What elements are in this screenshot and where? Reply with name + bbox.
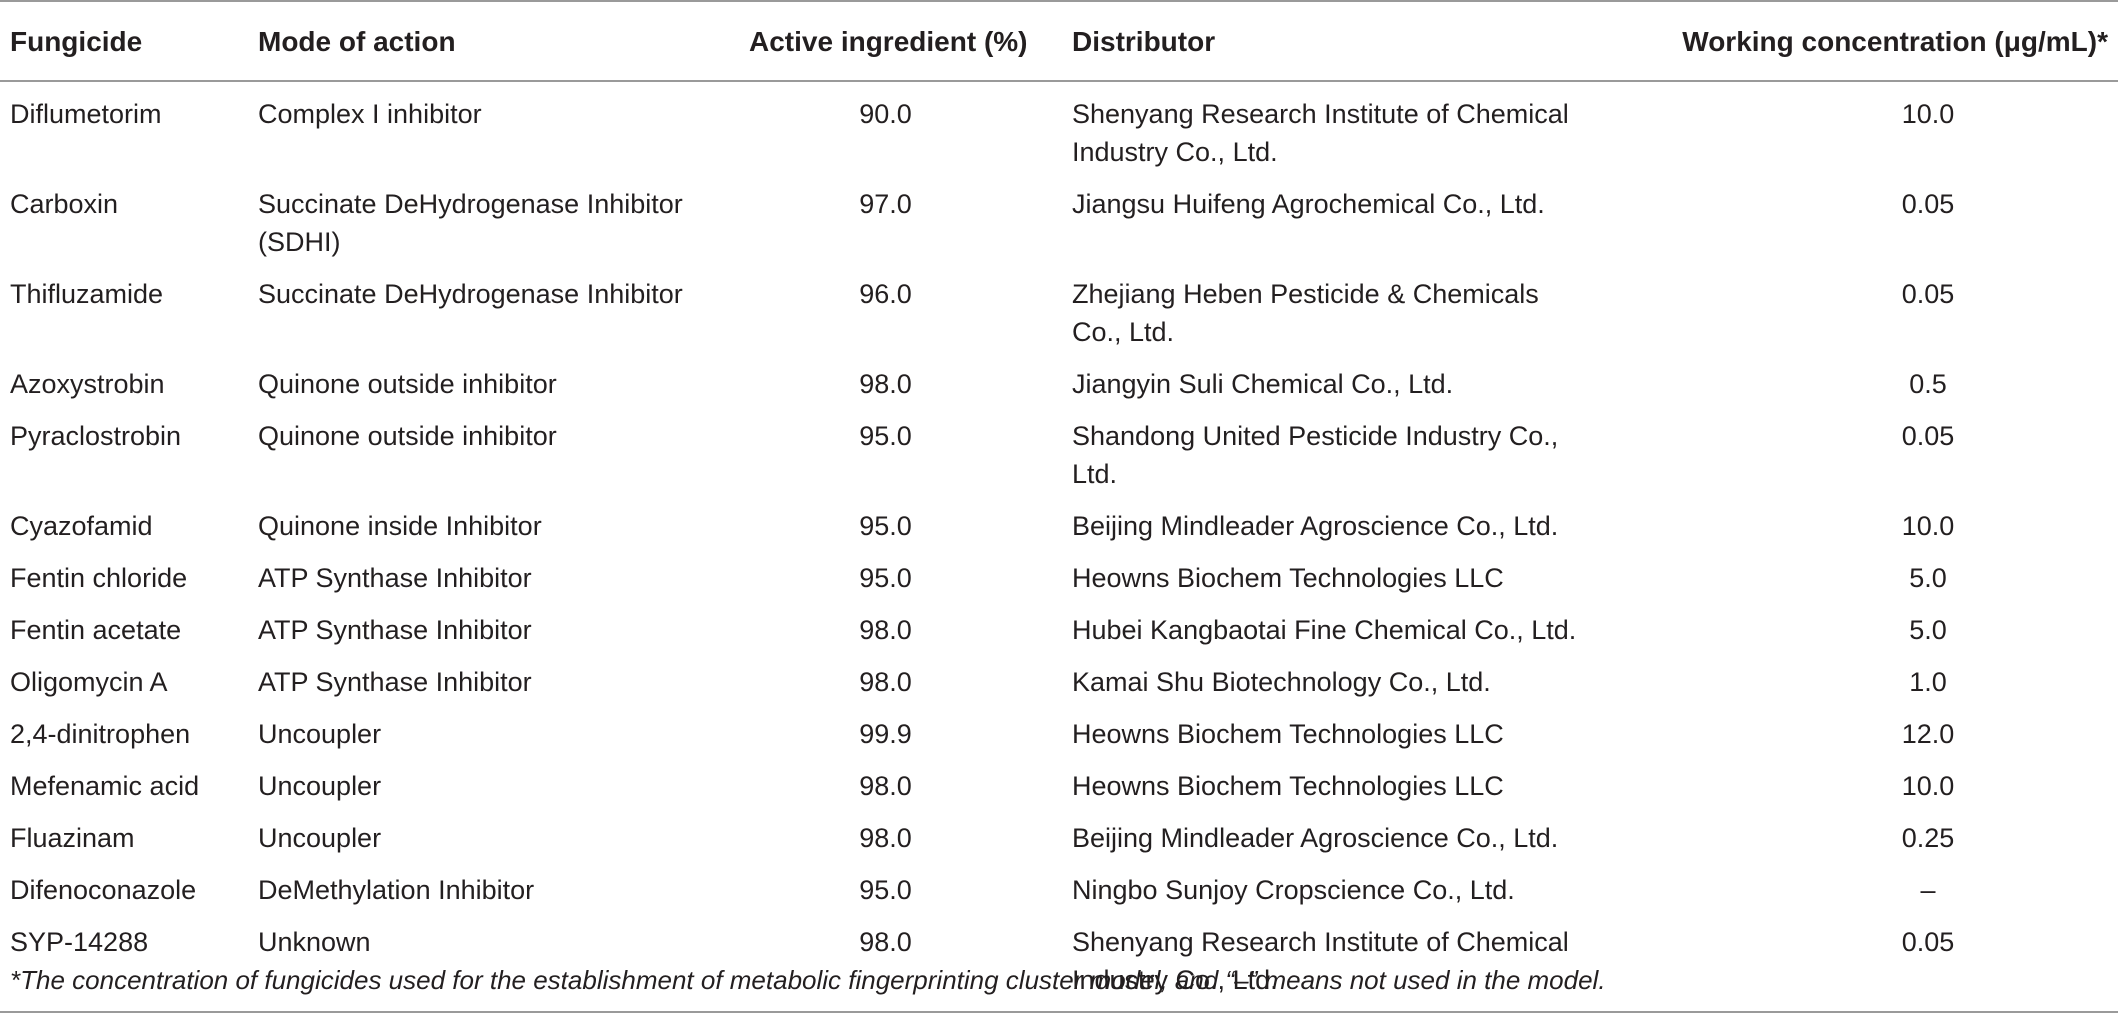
cell-fungicide: Fluazinam — [10, 823, 135, 853]
cell-mode-of-action: Succinate DeHydrogenase Inhibitor — [258, 279, 683, 309]
cell-mode-of-action: Quinone outside inhibitor — [258, 421, 557, 451]
table-row: Cyazofamid Quinone inside Inhibitor 95.0… — [0, 500, 2118, 552]
cell-working-concentration: 0.05 — [1901, 189, 1955, 219]
table-footnote: *The concentration of fungicides used fo… — [10, 965, 1606, 995]
cell-fungicide: Fentin acetate — [10, 615, 182, 645]
cell-working-concentration: – — [1920, 875, 1936, 905]
cell-mode-of-action: ATP Synthase Inhibitor — [258, 563, 532, 593]
cell-mode-of-action: Uncoupler — [258, 823, 382, 853]
cell-fungicide: Pyraclostrobin — [10, 421, 182, 451]
table-row: Carboxin Succinate DeHydrogenase Inhibit… — [0, 178, 2118, 268]
cell-distributor: Shenyang Research Institute of Chemical … — [1072, 99, 1569, 167]
cell-fungicide: Azoxystrobin — [10, 369, 165, 399]
header-mode-of-action: Mode of action — [248, 0, 739, 82]
cell-mode-of-action: Uncoupler — [258, 771, 382, 801]
header-active-ingredient: Active ingredient (%) — [739, 0, 1072, 82]
cell-active-ingredient: 98.0 — [859, 615, 912, 645]
table-row: Difenoconazole DeMethylation Inhibitor 9… — [0, 864, 2118, 916]
cell-active-ingredient: 95.0 — [859, 875, 912, 905]
table-row: Fentin acetate ATP Synthase Inhibitor 98… — [0, 604, 2118, 656]
header-working-concentration: Working concentration (μg/mL)* — [1638, 0, 2118, 82]
cell-fungicide: Difenoconazole — [10, 875, 197, 905]
cell-mode-of-action: ATP Synthase Inhibitor — [258, 667, 532, 697]
table-row: Diflumetorim Complex I inhibitor 90.0 Sh… — [0, 81, 2118, 178]
cell-distributor: Heowns Biochem Technologies LLC — [1072, 719, 1504, 749]
cell-distributor: Kamai Shu Biotechnology Co., Ltd. — [1072, 667, 1491, 697]
cell-working-concentration: 5.0 — [1909, 615, 1947, 645]
cell-active-ingredient: 95.0 — [859, 563, 912, 593]
cell-active-ingredient: 99.9 — [859, 719, 912, 749]
cell-active-ingredient: 98.0 — [859, 369, 912, 399]
table-row: Mefenamic acid Uncoupler 98.0 Heowns Bio… — [0, 760, 2118, 812]
cell-working-concentration: 10.0 — [1901, 99, 1955, 129]
cell-distributor: Jiangyin Suli Chemical Co., Ltd. — [1072, 369, 1454, 399]
table-row: 2,4-dinitrophen Uncoupler 99.9 Heowns Bi… — [0, 708, 2118, 760]
cell-working-concentration: 0.05 — [1638, 916, 2118, 1013]
cell-active-ingredient: 96.0 — [859, 279, 912, 309]
table-row: Fluazinam Uncoupler 98.0 Beijing Mindlea… — [0, 812, 2118, 864]
cell-mode-of-action: Quinone outside inhibitor — [258, 369, 557, 399]
table-row: Pyraclostrobin Quinone outside inhibitor… — [0, 410, 2118, 500]
cell-active-ingredient: 95.0 — [859, 511, 912, 541]
table-row: Azoxystrobin Quinone outside inhibitor 9… — [0, 358, 2118, 410]
cell-distributor: Heowns Biochem Technologies LLC — [1072, 563, 1504, 593]
cell-mode-of-action: Succinate DeHydrogenase Inhibitor (SDHI) — [258, 189, 683, 257]
cell-mode-of-action: Complex I inhibitor — [258, 99, 482, 129]
cell-fungicide: Carboxin — [10, 189, 119, 219]
cell-distributor: Heowns Biochem Technologies LLC — [1072, 771, 1504, 801]
cell-mode-of-action: Unknown — [248, 916, 739, 1013]
header-fungicide: Fungicide — [0, 0, 248, 82]
cell-working-concentration: 5.0 — [1909, 563, 1947, 593]
table-row: SYP-14288 Unknown 98.0 Shenyang Research… — [0, 916, 2118, 1013]
cell-distributor: Zhejiang Heben Pesticide & Chemicals Co.… — [1072, 279, 1539, 347]
cell-active-ingredient: 98.0 — [859, 667, 912, 697]
cell-working-concentration: 1.0 — [1909, 667, 1947, 697]
cell-mode-of-action: ATP Synthase Inhibitor — [258, 615, 532, 645]
table-body: Diflumetorim Complex I inhibitor 90.0 Sh… — [0, 81, 2118, 1013]
cell-distributor: Shenyang Research Institute of Chemical … — [1072, 916, 1638, 1013]
cell-distributor: Hubei Kangbaotai Fine Chemical Co., Ltd. — [1072, 615, 1577, 645]
cell-active-ingredient: 98.0 — [859, 771, 912, 801]
cell-fungicide: Cyazofamid — [10, 511, 153, 541]
table-header-row: Fungicide Mode of action Active ingredie… — [0, 0, 2118, 82]
cell-distributor: Shandong United Pesticide Industry Co., … — [1072, 421, 1559, 489]
cell-mode-of-action: Uncoupler — [258, 719, 382, 749]
header-distributor: Distributor — [1072, 0, 1638, 82]
cell-active-ingredient: 98.0 — [859, 823, 912, 853]
cell-working-concentration: 0.25 — [1901, 823, 1955, 853]
cell-working-concentration: 0.5 — [1909, 369, 1947, 399]
cell-fungicide: Mefenamic acid — [10, 771, 200, 801]
table-row: Thifluzamide Succinate DeHydrogenase Inh… — [0, 268, 2118, 358]
cell-fungicide: 2,4-dinitrophen — [10, 719, 191, 749]
cell-working-concentration: 0.05 — [1901, 421, 1955, 451]
cell-fungicide: Thifluzamide — [10, 279, 164, 309]
cell-working-concentration: 10.0 — [1901, 511, 1955, 541]
cell-distributor: Beijing Mindleader Agroscience Co., Ltd. — [1072, 823, 1559, 853]
cell-fungicide: Oligomycin A — [10, 667, 168, 697]
cell-active-ingredient: 90.0 — [859, 99, 912, 129]
cell-working-concentration: 0.05 — [1901, 279, 1955, 309]
table-row: Fentin chloride ATP Synthase Inhibitor 9… — [0, 552, 2118, 604]
cell-distributor: Beijing Mindleader Agroscience Co., Ltd. — [1072, 511, 1559, 541]
cell-mode-of-action: DeMethylation Inhibitor — [258, 875, 535, 905]
cell-distributor: Jiangsu Huifeng Agrochemical Co., Ltd. — [1072, 189, 1545, 219]
cell-active-ingredient: 97.0 — [859, 189, 912, 219]
cell-fungicide: Diflumetorim — [10, 99, 162, 129]
cell-mode-of-action: Quinone inside Inhibitor — [258, 511, 542, 541]
cell-fungicide: SYP-14288 — [0, 916, 248, 1013]
table-row: Oligomycin A ATP Synthase Inhibitor 98.0… — [0, 656, 2118, 708]
cell-distributor: Ningbo Sunjoy Cropscience Co., Ltd. — [1072, 875, 1515, 905]
cell-working-concentration: 10.0 — [1901, 771, 1955, 801]
cell-working-concentration: 12.0 — [1901, 719, 1955, 749]
cell-fungicide: Fentin chloride — [10, 563, 188, 593]
cell-active-ingredient: 95.0 — [859, 421, 912, 451]
